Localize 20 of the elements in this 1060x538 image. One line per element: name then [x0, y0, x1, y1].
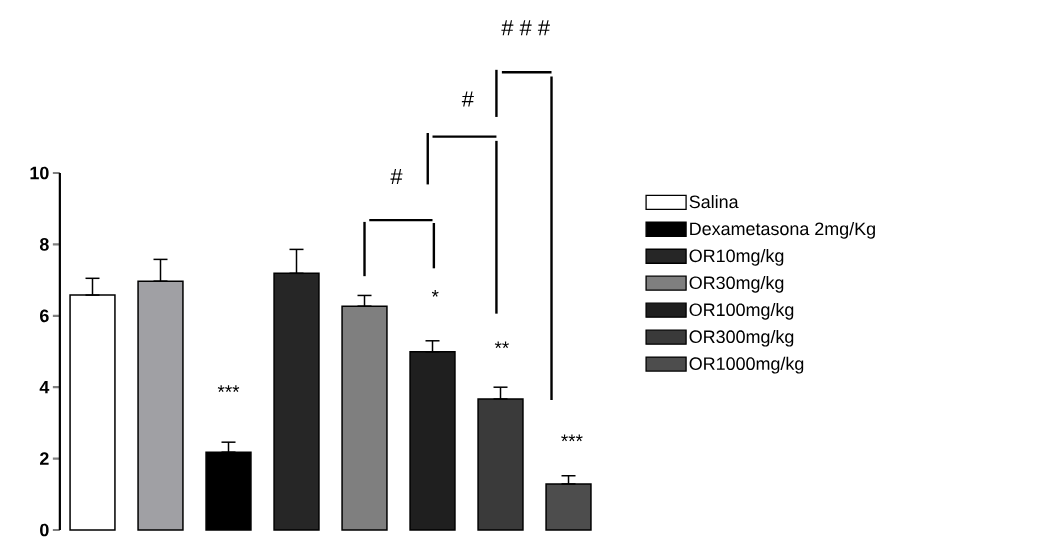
legend-label: OR300mg/kg: [689, 329, 794, 347]
y-tick-label: 0: [40, 523, 49, 537]
text: # # #: [501, 20, 550, 36]
text: #: [461, 91, 474, 107]
y-tick-label: 4: [39, 381, 50, 394]
annotation: **: [494, 341, 509, 349]
legend-label: Salina: [689, 195, 739, 209]
legend-label: OR100mg/kg: [689, 302, 794, 320]
legend-label: Dexametasona 2mg/Kg: [690, 222, 875, 239]
annotation: ***: [561, 434, 583, 442]
y-tick-label: 8: [39, 238, 49, 251]
legend-label: OR30mg/kg: [689, 275, 784, 293]
y-tick-label: 10: [30, 166, 49, 180]
annotation: *: [431, 290, 439, 297]
y-tick-label: 6: [40, 309, 49, 323]
legend-label: OR10mg/kg: [689, 248, 784, 266]
annotation: #: [390, 169, 403, 185]
legend-label: OR1000mg/kg: [689, 356, 804, 374]
y-tick-label: 2: [39, 452, 49, 465]
annotation: ***: [217, 385, 240, 392]
